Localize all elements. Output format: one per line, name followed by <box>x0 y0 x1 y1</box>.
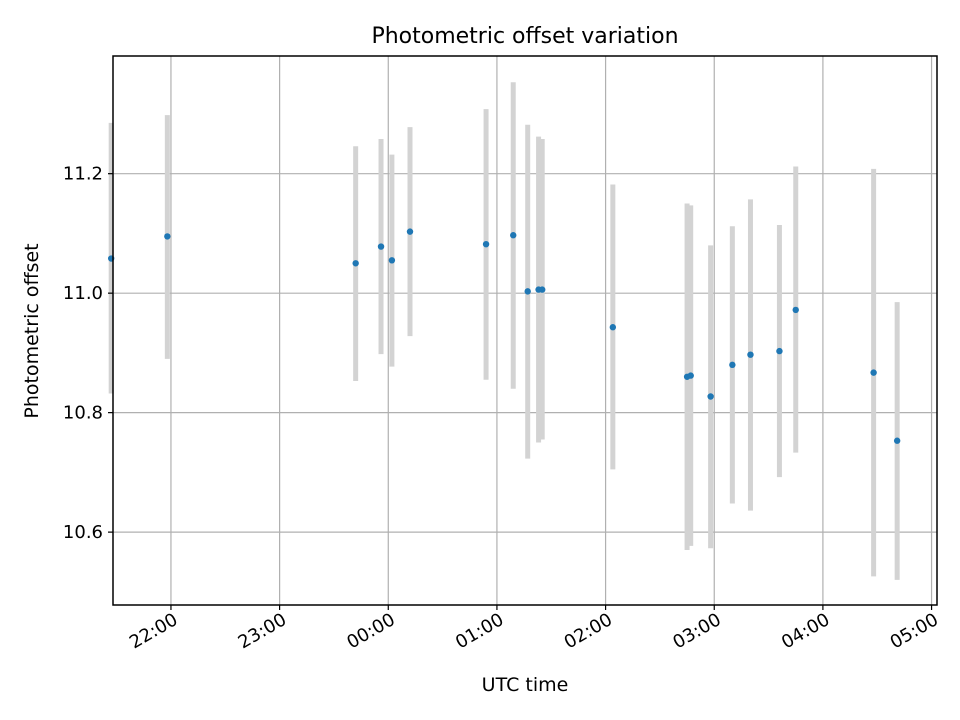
data-point <box>729 361 736 369</box>
y-tick-label: 10.6 <box>63 522 103 543</box>
x-tick-label: 02:00 <box>561 609 616 653</box>
data-point <box>609 324 617 331</box>
data-point <box>747 351 754 358</box>
x-tick-label: 03:00 <box>669 609 724 653</box>
x-axis-ticks: 22:00 23:00 00:00 01:00 02:00 03:00 04:00 05:00 <box>126 605 942 653</box>
x-axis-label: UTC time <box>482 674 569 696</box>
data-point <box>482 240 490 248</box>
y-tick-label: 11.2 <box>63 164 103 185</box>
data-point <box>870 369 877 376</box>
data-point <box>539 286 546 293</box>
data-points <box>107 228 901 444</box>
x-tick-label: 23:00 <box>235 609 290 653</box>
y-axis-ticks: 10.6 10.8 11.0 11.2 <box>63 164 113 543</box>
data-point <box>377 243 385 250</box>
data-point <box>893 437 901 444</box>
data-point <box>792 306 799 314</box>
data-point <box>406 228 414 235</box>
data-point <box>707 393 714 400</box>
x-tick-label: 22:00 <box>126 609 181 653</box>
data-point <box>776 347 783 355</box>
data-point <box>524 288 531 295</box>
y-axis-label: Photometric offset <box>21 243 43 418</box>
data-point <box>510 232 517 239</box>
x-tick-label: 01:00 <box>452 609 507 653</box>
chart-title: Photometric offset variation <box>371 24 678 49</box>
data-point <box>388 257 396 264</box>
error-bars <box>108 82 900 580</box>
plot-frame <box>112 55 938 606</box>
y-tick-label: 10.8 <box>63 403 103 424</box>
data-point <box>164 233 171 240</box>
data-point <box>352 260 359 267</box>
x-tick-label: 00:00 <box>343 609 398 653</box>
grid <box>113 56 937 605</box>
data-point <box>687 372 694 379</box>
x-tick-label: 05:00 <box>887 609 942 653</box>
y-tick-label: 11.0 <box>63 283 103 304</box>
x-tick-label: 04:00 <box>778 609 833 653</box>
